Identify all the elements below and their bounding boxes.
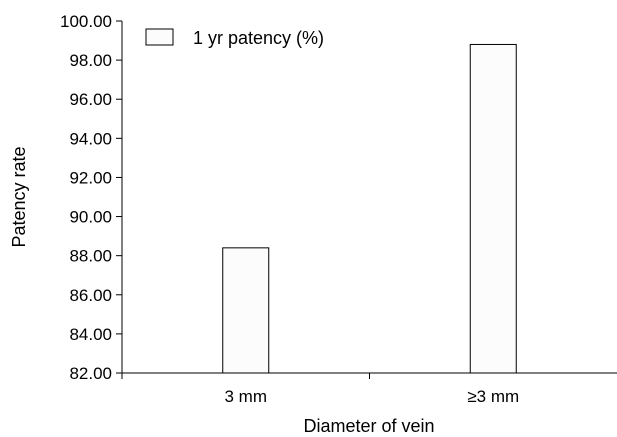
y-tick-label: 96.00 [69, 90, 112, 109]
y-tick-label: 86.00 [69, 286, 112, 305]
x-tick-label: ≥3 mm [467, 387, 519, 406]
y-tick-label: 100.00 [60, 12, 112, 31]
legend: 1 yr patency (%) [145, 28, 324, 48]
y-tick-label: 92.00 [69, 168, 112, 187]
y-tick-label: 84.00 [69, 325, 112, 344]
x-axis-title: Diameter of vein [303, 416, 434, 436]
legend-label: 1 yr patency (%) [193, 28, 324, 48]
x-tick-label: 3 mm [225, 387, 268, 406]
y-tick-label: 82.00 [69, 364, 112, 383]
legend-swatch [145, 28, 174, 46]
y-tick-label: 94.00 [69, 129, 112, 148]
bars [222, 43, 517, 374]
bar-1 [222, 247, 270, 374]
y-tick-label: 90.00 [69, 208, 112, 227]
x-axis: 3 mm ≥3 mm [121, 372, 617, 406]
bar-2 [469, 43, 517, 374]
y-tick-label: 88.00 [69, 247, 112, 266]
y-axis: 82.00 84.00 86.00 88.00 90.00 92.00 94.00 96.00… [60, 12, 123, 383]
y-axis-title: Patency rate [9, 146, 29, 247]
y-tick-label: 98.00 [69, 51, 112, 70]
